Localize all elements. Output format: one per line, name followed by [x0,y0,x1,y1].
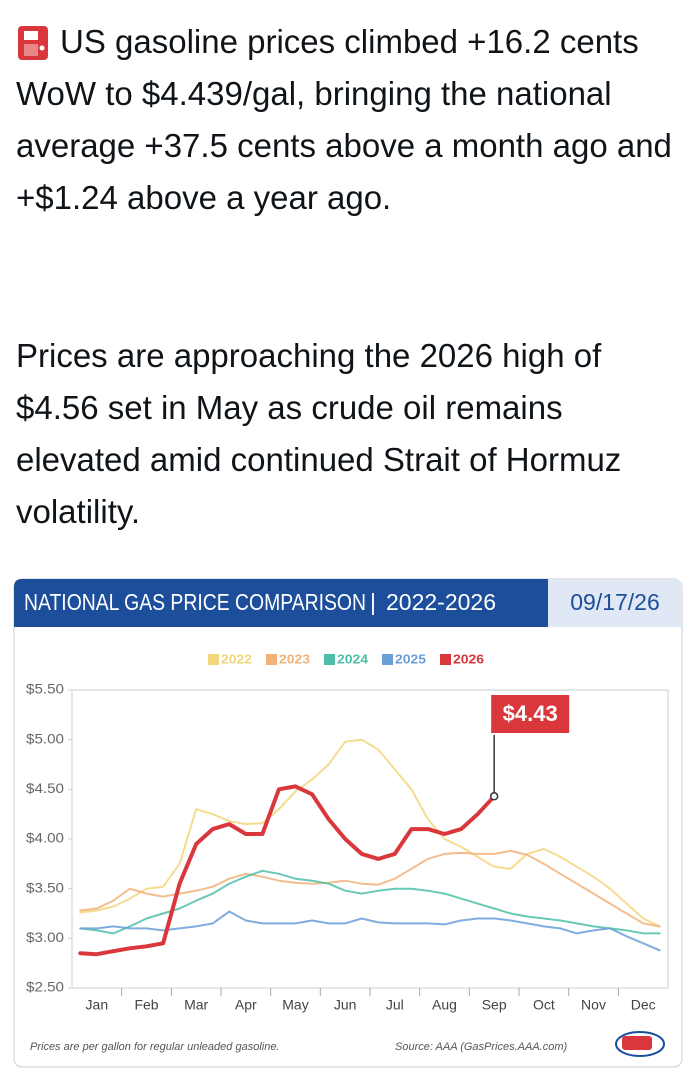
x-tick-label: Jun [334,997,357,1013]
divider: | [370,589,376,615]
legend-swatch [324,654,335,665]
x-tick-label: Apr [235,997,257,1013]
x-tick-label: Mar [184,997,208,1013]
legend-label: 2023 [279,651,310,666]
post-text: US gasoline prices climbed +16.2 cents W… [16,23,672,216]
chart: NATIONAL GAS PRICE COMPARISON | 2022-202… [13,578,683,1068]
series-line [78,784,497,957]
aaa-logo [615,1031,665,1057]
y-tick-label: $4.50 [26,780,64,796]
x-tick-label: Sep [482,997,507,1013]
date-band [548,579,682,627]
series-line [79,910,661,952]
footnote: Prices are per gallon for regular unlead… [30,1041,280,1053]
fuel-pump-icon [18,26,48,60]
callout-point [489,792,499,801]
series-line [79,869,661,935]
chart-subtitle: 2022-2026 [386,589,496,615]
legend-label: 2022 [221,651,252,666]
legend-swatch [208,654,219,665]
x-tick-label: Jan [86,997,109,1013]
y-tick-label: $2.50 [26,979,64,995]
legend-label: 2024 [337,651,369,666]
x-tick-label: May [282,997,308,1013]
y-tick-label: $3.50 [26,879,64,895]
chart-date: 09/17/26 [570,589,660,615]
x-tick-label: Oct [533,997,555,1013]
legend-swatch [382,654,393,665]
y-tick-label: $5.00 [26,730,64,746]
series-line [79,738,661,928]
x-tick-label: Aug [432,997,457,1013]
legend-swatch [266,654,277,665]
x-tick-label: Dec [631,997,656,1013]
x-tick-label: Jul [386,997,404,1013]
post-text: Prices are approaching the 2026 high of … [16,337,622,530]
x-tick-label: Feb [134,997,158,1013]
legend-label: 2025 [395,651,426,666]
source: Source: AAA (GasPrices.AAA.com) [395,1041,568,1053]
legend-label: 2026 [453,651,484,666]
chart-title: NATIONAL GAS PRICE COMPARISON [24,589,366,615]
x-tick-label: Nov [581,997,606,1013]
y-tick-label: $4.00 [26,830,64,846]
header-band [14,579,548,627]
y-tick-label: $5.50 [26,681,64,697]
y-tick-label: $3.00 [26,929,64,945]
legend-swatch [440,654,451,665]
callout-box [489,693,572,735]
callout-label: $4.43 [503,701,558,726]
